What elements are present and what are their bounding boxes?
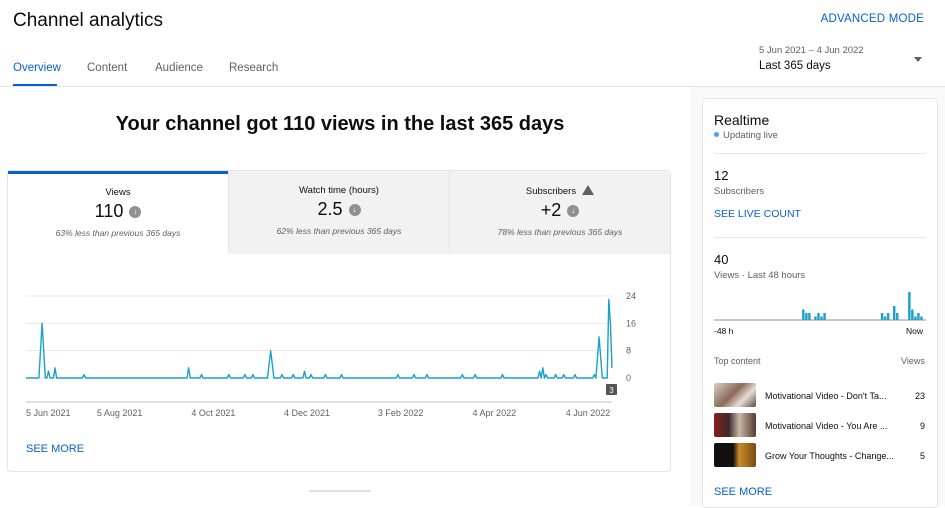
advanced-mode-link[interactable]: ADVANCED MODE — [820, 13, 924, 25]
video-thumbnail — [714, 383, 756, 407]
x-tick-label: 3 Feb 2022 — [378, 408, 424, 418]
tab-overview[interactable]: Overview — [13, 62, 61, 74]
header-divider — [0, 86, 945, 87]
summary-headline: Your channel got 110 views in the last 3… — [115, 113, 565, 135]
y-tick-label: 24 — [626, 291, 636, 301]
video-title: Motivational Video - Don't Ta... — [765, 391, 887, 401]
tab-content[interactable]: Content — [87, 62, 128, 74]
metric-watch-time-comparison: 62% less than previous 365 days — [276, 226, 402, 236]
divider — [714, 153, 926, 154]
realtime-bar — [914, 316, 917, 320]
realtime-card — [702, 98, 938, 508]
metric-views-comparison: 63% less than previous 365 days — [55, 228, 181, 238]
video-thumbnail — [714, 443, 756, 467]
realtime-bar — [805, 313, 808, 320]
realtime-bar — [920, 316, 923, 320]
y-tick-label: 16 — [626, 318, 636, 328]
bars-axis-end: Now — [906, 326, 924, 336]
realtime-status-text: Updating live — [723, 130, 778, 141]
metric-watch-time-label: Watch time (hours) — [299, 185, 379, 196]
page-title: Channel analytics — [13, 10, 163, 31]
video-views: 9 — [919, 421, 925, 431]
tab-audience[interactable]: Audience — [155, 62, 203, 74]
realtime-bar — [892, 306, 896, 320]
video-views: 5 — [919, 451, 925, 461]
x-tick-label: 5 Aug 2021 — [97, 408, 143, 418]
date-range-label: Last 365 days — [759, 60, 831, 72]
date-range-dates: 5 Jun 2021 – 4 Jun 2022 — [759, 45, 864, 56]
x-tick-label: 4 Jun 2022 — [566, 408, 611, 418]
metric-subscribers-label: Subscribers — [525, 186, 577, 197]
views-column-label: Views — [901, 356, 925, 366]
arrow-down-icon: ↓ — [348, 203, 361, 216]
realtime-bar — [917, 313, 920, 320]
realtime-bar — [896, 313, 899, 320]
realtime-see-more-button[interactable]: SEE MORE — [714, 486, 773, 498]
realtime-bar — [814, 316, 817, 320]
arrow-down-icon: ↓ — [129, 205, 142, 218]
end-marker-label: 3 — [609, 386, 614, 395]
date-range-selector[interactable] — [750, 38, 930, 78]
realtime-bar — [808, 313, 811, 320]
metric-views-value: 110 — [94, 201, 124, 221]
x-tick-label: 4 Oct 2021 — [191, 408, 235, 418]
series-line — [26, 298, 613, 379]
realtime-views-count: 40 — [714, 252, 729, 267]
video-title: Grow Your Thoughts - Change... — [765, 451, 894, 461]
realtime-bar — [886, 313, 890, 320]
realtime-bar — [911, 309, 914, 320]
x-tick-label: 4 Apr 2022 — [473, 408, 517, 418]
caret-down-icon[interactable] — [914, 57, 922, 62]
metric-views[interactable]: Views 110 ↓ 63% less than previous 365 d… — [8, 171, 228, 254]
realtime-views-label: Views · Last 48 hours — [714, 270, 806, 281]
x-tick-label: 4 Dec 2021 — [284, 408, 330, 418]
video-views: 23 — [914, 391, 925, 401]
live-dot-icon — [714, 132, 719, 137]
see-more-button[interactable]: SEE MORE — [26, 443, 85, 455]
end-marker — [606, 384, 617, 395]
y-tick-label: 8 — [626, 346, 631, 356]
top-content-row[interactable]: Motivational Video - You Are ... 9 — [714, 413, 926, 439]
realtime-views-bar-chart[interactable] — [714, 288, 926, 322]
realtime-bar — [820, 316, 823, 320]
views-line-chart[interactable]: 0 8 16 24 5 Jun 2021 5 Aug 2021 4 Oct 2021 4 De… — [0, 280, 680, 430]
metric-watch-time-value: 2.5 — [317, 199, 343, 219]
realtime-bar — [817, 313, 820, 320]
top-content-label: Top content — [714, 356, 761, 366]
see-live-count-button[interactable]: SEE LIVE COUNT — [714, 208, 801, 220]
video-title: Motivational Video - You Are ... — [765, 421, 888, 431]
realtime-title: Realtime — [714, 112, 770, 128]
active-tab-indicator — [13, 84, 57, 86]
top-content-row[interactable]: Grow Your Thoughts - Change... 5 — [714, 443, 926, 469]
realtime-bar — [883, 316, 887, 320]
metric-views-label: Views — [105, 187, 131, 198]
metric-subscribers-value: +2 — [540, 200, 562, 220]
y-tick-label: 0 — [626, 373, 631, 383]
metric-subscribers-comparison: 78% less than previous 365 days — [497, 227, 623, 237]
tab-research[interactable]: Research — [229, 62, 279, 74]
realtime-bar — [880, 313, 884, 320]
realtime-bar — [802, 309, 805, 320]
arrow-down-icon: ↓ — [567, 204, 580, 217]
warning-icon[interactable] — [582, 185, 595, 195]
metric-watch-time[interactable]: Watch time (hours) 2.5 ↓ 62% less than p… — [228, 171, 449, 254]
realtime-subscribers-count: 12 — [714, 168, 729, 183]
bars-axis-start: -48 h — [714, 326, 734, 336]
realtime-status: Updating live — [714, 130, 778, 141]
realtime-subscribers-label: Subscribers — [714, 186, 765, 197]
x-tick-label: 5 Jun 2021 — [26, 408, 71, 418]
realtime-bar — [823, 313, 826, 320]
realtime-bar — [908, 292, 911, 320]
video-thumbnail — [714, 413, 756, 437]
metric-subscribers[interactable]: Subscribers +2 ↓ 78% less than previous … — [449, 171, 670, 254]
scroll-indicator — [309, 490, 371, 492]
divider — [714, 237, 926, 238]
top-content-row[interactable]: Motivational Video - Don't Ta... 23 — [714, 383, 926, 409]
